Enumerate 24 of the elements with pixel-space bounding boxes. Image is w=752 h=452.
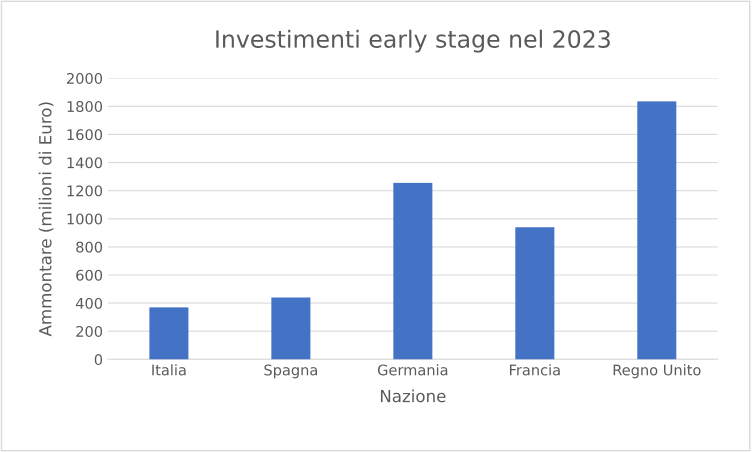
- y-tick-label: 800: [76, 242, 102, 253]
- x-tick-label: Italia: [152, 364, 186, 376]
- y-tick-label: 1000: [68, 213, 102, 225]
- bar: [637, 101, 676, 360]
- x-tick-label: Spagna: [264, 364, 317, 378]
- y-tick-label: 400: [76, 298, 102, 309]
- x-tick-label: Germania: [378, 364, 448, 376]
- x-axis-title: Nazione: [380, 389, 446, 402]
- bar: [393, 182, 432, 360]
- bar: [515, 227, 554, 360]
- y-axis-title: Ammontare (milioni di Euro): [38, 102, 54, 336]
- y-tick-label: 2000: [67, 72, 102, 84]
- chart-title: Investimenti early stage nel 2023: [216, 30, 610, 53]
- y-tick-label: 1200: [68, 185, 102, 196]
- y-tick-label: 1800: [68, 101, 102, 112]
- y-tick-label: 600: [76, 270, 102, 281]
- y-tick-label: 0: [94, 354, 102, 366]
- bar: [271, 297, 310, 360]
- x-tick-label: Francia: [510, 364, 560, 376]
- bar: [149, 307, 188, 360]
- y-tick-label: 200: [76, 326, 102, 337]
- y-tick-label: 1400: [68, 157, 102, 168]
- x-tick-label: Regno Unito: [614, 364, 701, 378]
- y-tick-label: 1600: [68, 129, 102, 140]
